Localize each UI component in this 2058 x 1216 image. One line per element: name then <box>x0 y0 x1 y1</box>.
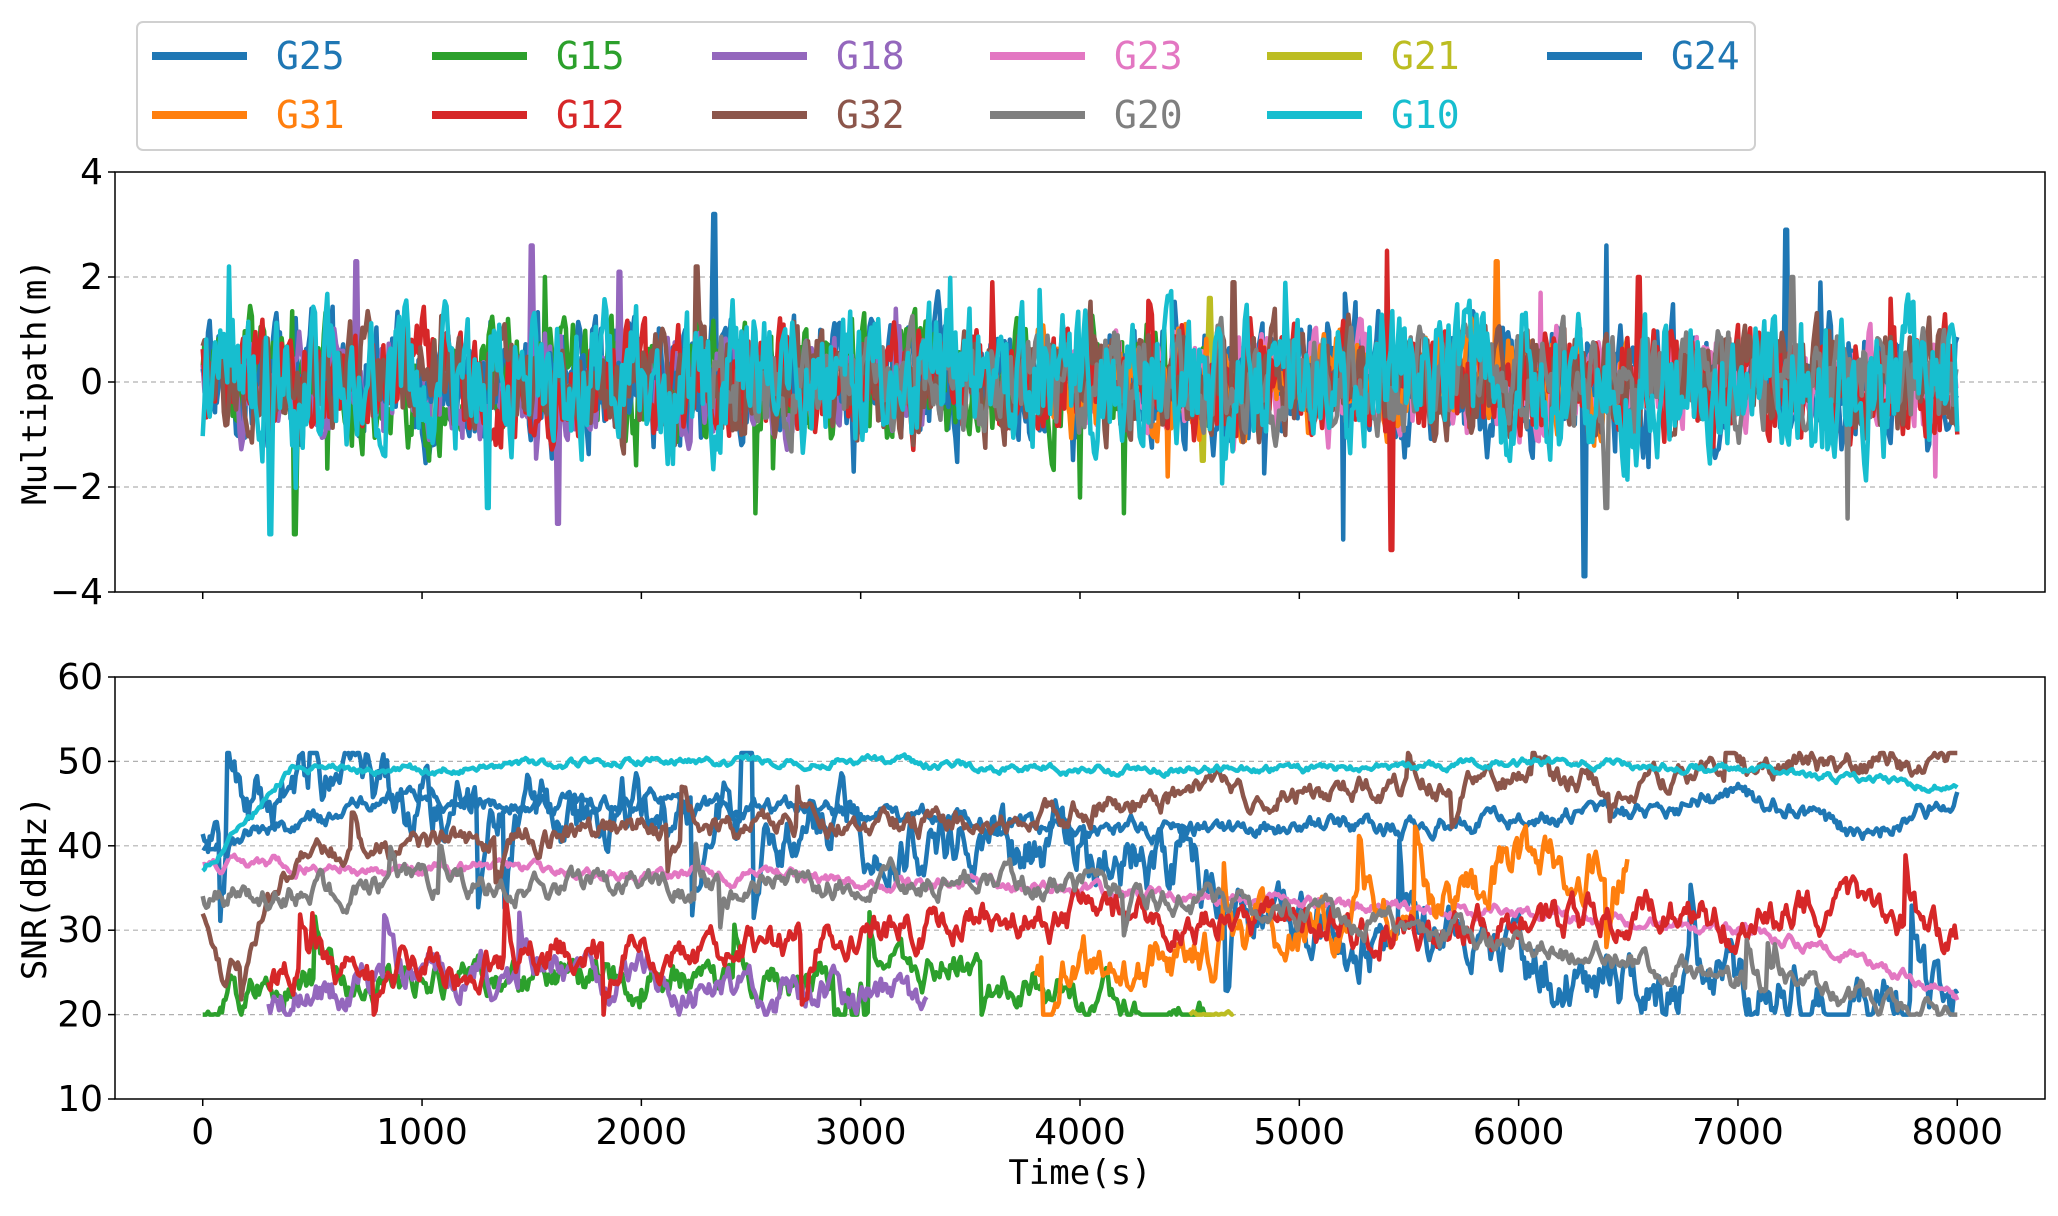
series-line-G25 <box>200 750 1960 1017</box>
series-line-G10 <box>200 264 1960 537</box>
x-tick-label: 2000 <box>596 1112 688 1153</box>
x-axis-label: Time(s) <box>1008 1153 1151 1193</box>
legend-label-G15: G15 <box>556 34 625 78</box>
series-line-G32 <box>200 750 1958 1002</box>
x-tick-label: 6000 <box>1473 1112 1565 1153</box>
multipath-panel: −4 −2 0 2 4 Multipath(m) <box>15 152 2046 613</box>
legend-label-G31: G31 <box>276 93 345 137</box>
x-tick-label: 7000 <box>1692 1112 1784 1153</box>
x-tick-label: 8000 <box>1911 1112 2003 1153</box>
series-line-G31 <box>1033 823 1630 1017</box>
legend-label-G23: G23 <box>1114 34 1183 78</box>
legend-label-G21: G21 <box>1391 34 1460 78</box>
legend: G25 G15 G18 G23 G21 G24 G31 G12 G32 G20 G10 <box>136 21 1756 151</box>
y-axis-label: Multipath(m) <box>15 259 55 505</box>
x-tick-label: 3000 <box>815 1112 907 1153</box>
y-tick-label: 2 <box>80 257 103 298</box>
x-tick-label: 5000 <box>1254 1112 1346 1153</box>
plot-area <box>200 750 1960 1017</box>
legend-label-G25: G25 <box>276 34 345 78</box>
legend-label-G10: G10 <box>1391 93 1460 137</box>
y-tick-label: 50 <box>57 741 103 782</box>
x-tick-label: 1000 <box>376 1112 468 1153</box>
x-tick-label: 4000 <box>1034 1112 1126 1153</box>
legend-label-G20: G20 <box>1114 93 1183 137</box>
y-tick-label: 10 <box>57 1079 103 1120</box>
series-line-G12 <box>266 853 1959 1017</box>
x-tick-label: 0 <box>191 1112 214 1153</box>
legend-label-G32: G32 <box>836 93 905 137</box>
legend-label-G18: G18 <box>836 34 905 78</box>
axes-frame <box>114 676 2046 1100</box>
series-line-G21 <box>1188 1009 1235 1017</box>
y-tick-label: 40 <box>57 826 103 867</box>
y-tick-label: 30 <box>57 910 103 951</box>
y-tick-label: −2 <box>50 467 103 508</box>
y-tick-label: 60 <box>57 657 103 698</box>
legend-label-G12: G12 <box>556 93 625 137</box>
y-tick-label: −4 <box>50 572 103 613</box>
plot-area <box>200 211 1960 579</box>
series-line-G18 <box>266 910 929 1017</box>
series-line-G20 <box>200 841 1958 1017</box>
series-line-G24 <box>201 781 1960 859</box>
y-tick-label: 4 <box>80 152 103 193</box>
snr-panel: 10 20 30 40 50 60 0 1000 2000 3000 4000 5000 6000 700… <box>15 657 2046 1193</box>
legend-label-G24: G24 <box>1671 34 1740 78</box>
legend-box <box>136 21 1756 151</box>
y-tick-label: 20 <box>57 995 103 1036</box>
y-axis-label: SNR(dBHz) <box>15 796 55 980</box>
series-line-G10 <box>201 752 1959 873</box>
y-tick-label: 0 <box>80 362 103 403</box>
